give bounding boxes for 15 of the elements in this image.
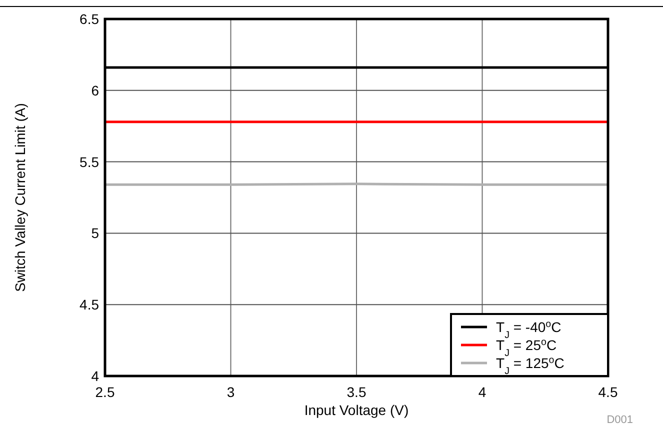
y-tick-label: 4.5 (80, 296, 100, 313)
x-tick-label: 4.5 (598, 384, 618, 400)
x-tick-label: 3.5 (346, 384, 366, 400)
y-tick-label: 6.5 (80, 11, 100, 27)
x-axis-title: Input Voltage (V) (304, 402, 409, 418)
x-tick-label: 2.5 (95, 384, 115, 400)
x-tick-label: 3 (226, 384, 235, 400)
y-tick-label: 6 (91, 82, 100, 98)
legend-label: T$_{J}$ = -40$^{o}$C (496, 318, 562, 340)
y-tick-label: 4 (91, 368, 100, 384)
x-tick-label: 4 (478, 384, 486, 400)
y-tick-label: 5.5 (80, 154, 100, 170)
text: D001 (606, 414, 633, 426)
y-axis-title: Switch Valley Current Limit (A) (12, 103, 28, 292)
y-tick-label: 5 (91, 225, 100, 242)
